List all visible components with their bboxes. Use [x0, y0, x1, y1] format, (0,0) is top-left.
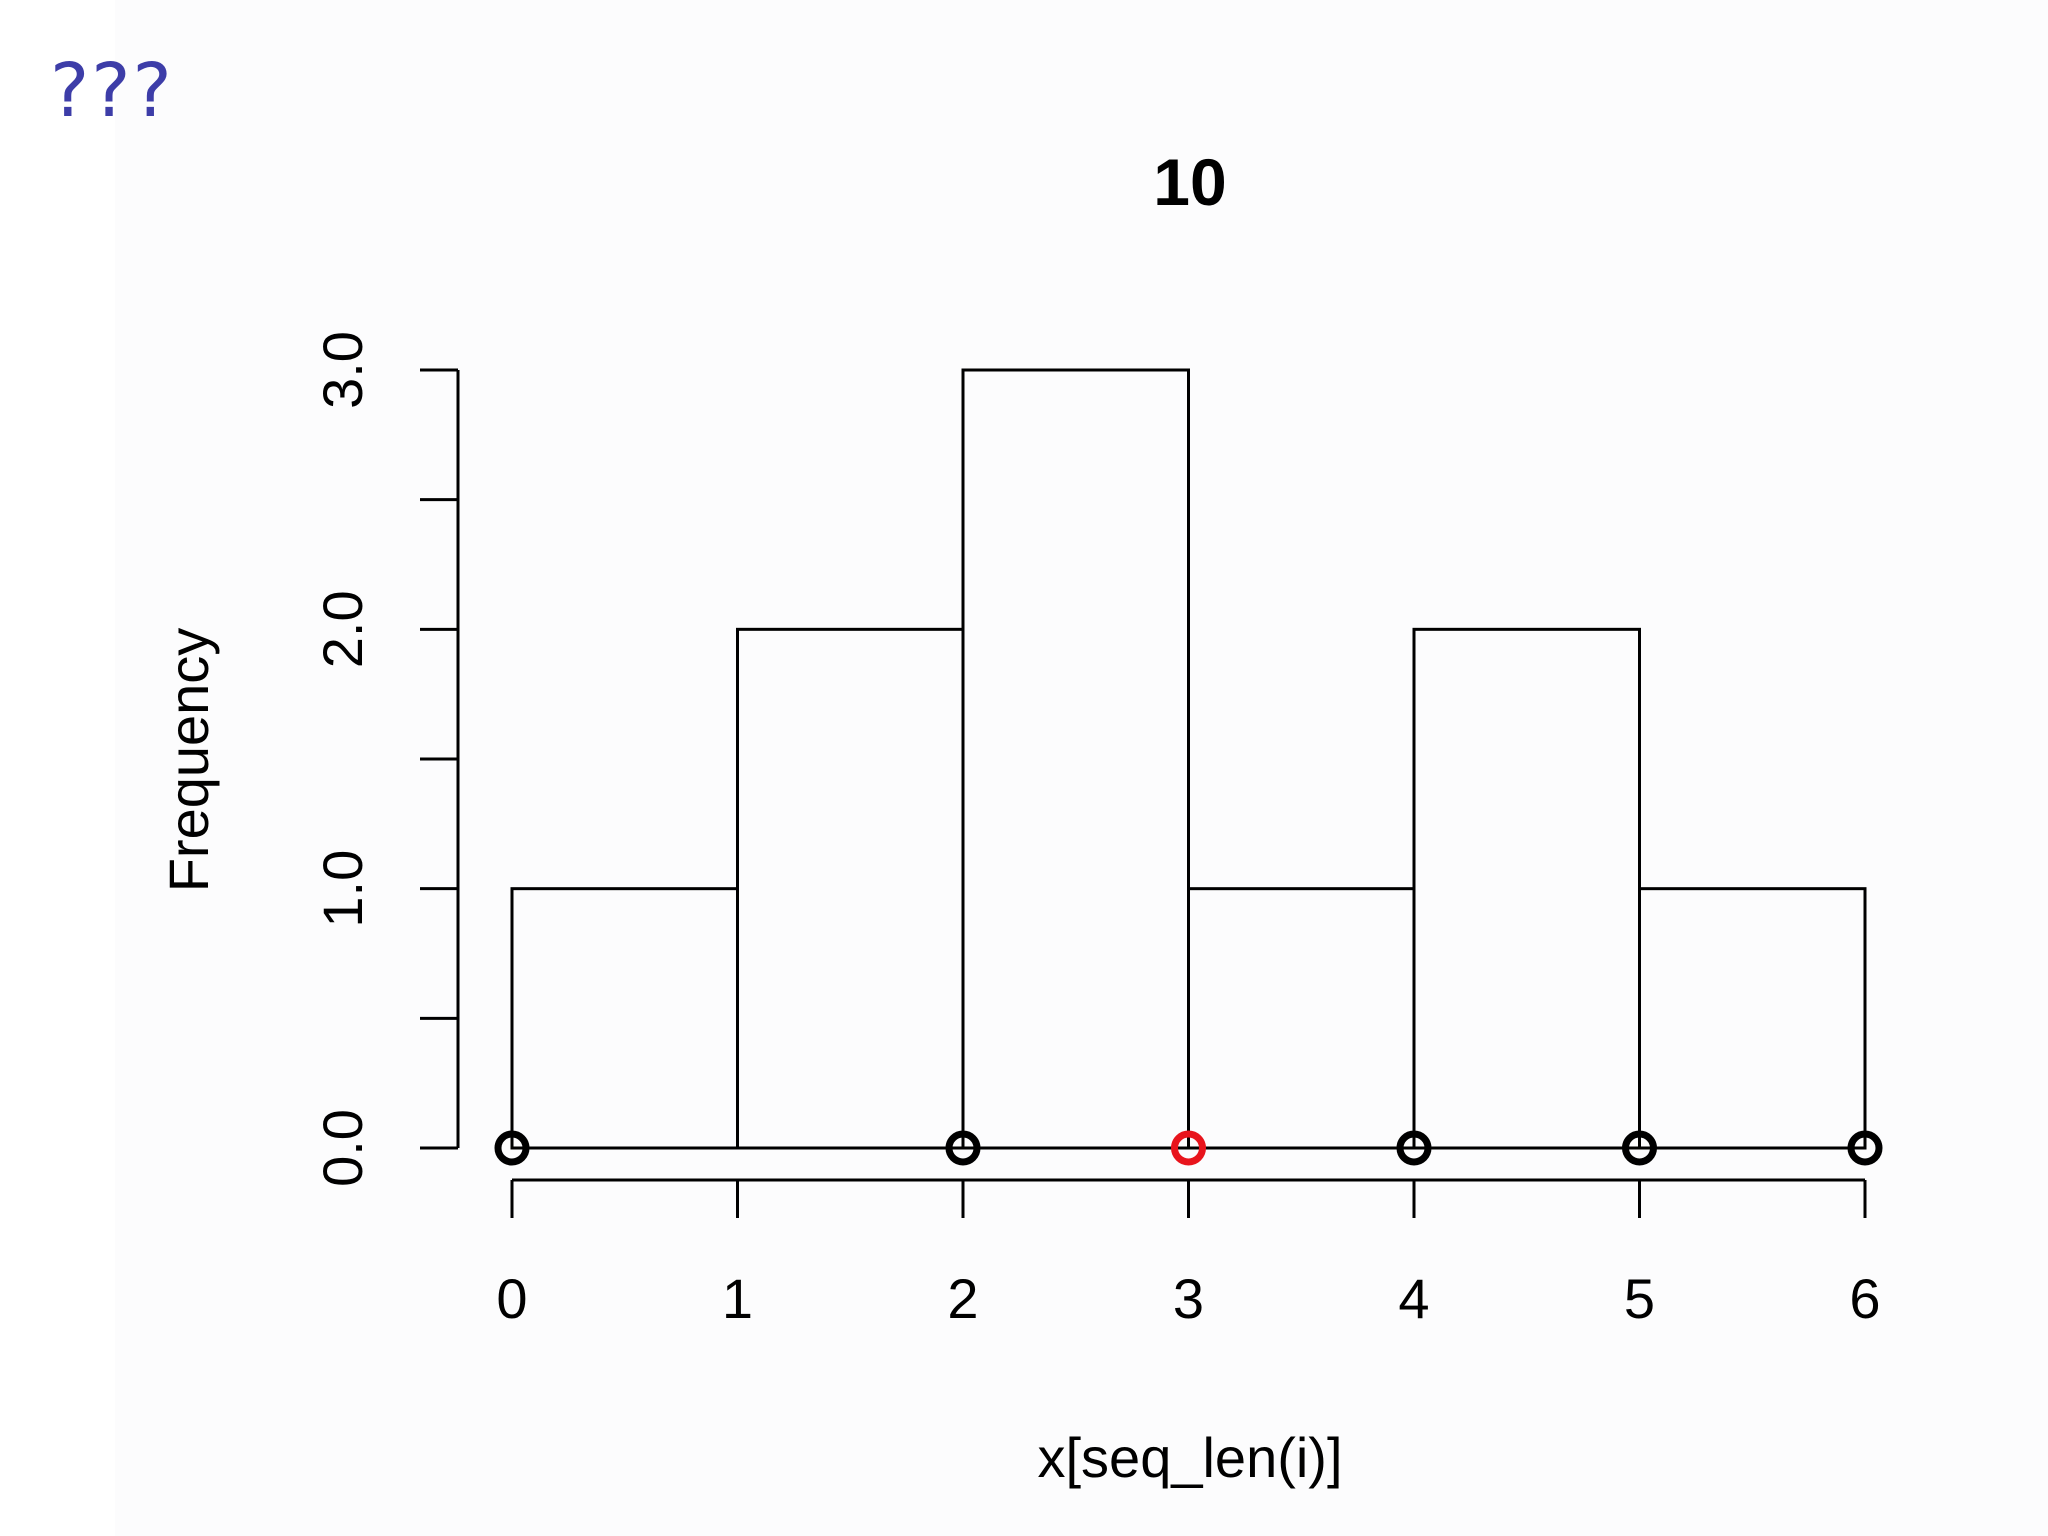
data-point-3: [1396, 1130, 1432, 1166]
x-tick-label-0: 0: [496, 1267, 527, 1330]
histogram-bar-5: [1638, 887, 1867, 1150]
data-point-5: [1847, 1130, 1883, 1166]
corner-label: ???: [50, 48, 174, 134]
x-tick-label-6: 6: [1849, 1267, 1880, 1330]
x-tick-label-5: 5: [1624, 1267, 1655, 1330]
bars-group: [510, 368, 1867, 1150]
x-axis-label: x[seq_len(i)]: [1037, 1426, 1342, 1489]
histogram-bar-2: [961, 368, 1190, 1150]
x-axis: 0 1 2 3 4 5 6: [496, 1178, 1881, 1330]
x-tick-label-4: 4: [1398, 1267, 1429, 1330]
data-point-2: [1171, 1130, 1206, 1166]
data-point-1: [945, 1130, 981, 1166]
plot-background: [115, 0, 2048, 1536]
x-tick-label-1: 1: [722, 1267, 753, 1330]
y-tick-label-4: 2.0: [311, 590, 374, 668]
y-tick-label-6: 3.0: [311, 331, 374, 409]
histogram-bar-3: [1187, 887, 1416, 1150]
histogram-bar-0: [510, 887, 739, 1150]
chart-title: 10: [1153, 145, 1226, 219]
y-tick-label-2: 1.0: [311, 850, 374, 928]
histogram-bar-4: [1412, 627, 1641, 1150]
data-point-4: [1622, 1130, 1657, 1166]
x-tick-label-2: 2: [947, 1267, 978, 1330]
points-group: [494, 1130, 1883, 1166]
y-axis-label: Frequency: [157, 628, 220, 893]
histogram-bar-1: [736, 627, 965, 1150]
x-tick-label-3: 3: [1173, 1267, 1204, 1330]
y-axis: 0.0 1.0 2.0 3.0: [311, 331, 460, 1187]
data-point-0: [494, 1130, 530, 1166]
y-tick-label-0: 0.0: [311, 1109, 374, 1187]
